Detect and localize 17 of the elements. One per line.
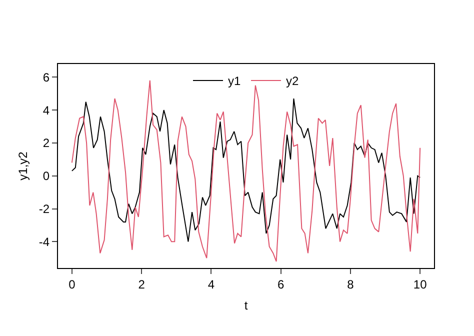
x-tick-label: 10 — [413, 277, 428, 292]
x-tick-label: 8 — [347, 277, 354, 292]
y-tick-label: 4 — [42, 103, 50, 118]
legend-label: y1 — [228, 74, 241, 88]
x-tick-label: 0 — [68, 277, 76, 292]
x-tick-label: 6 — [277, 277, 284, 292]
legend-label: y2 — [286, 74, 299, 88]
y-tick-label: 2 — [42, 136, 50, 150]
x-tick-label: 2 — [138, 277, 146, 292]
y-tick-label: -4 — [38, 234, 50, 249]
x-axis-title: t — [244, 298, 248, 312]
x-tick-label: 4 — [208, 277, 215, 292]
y-tick-label: 6 — [42, 70, 50, 84]
y-tick-label: -2 — [38, 202, 50, 216]
line-series — [71, 98, 421, 242]
y-tick-label: 0 — [42, 169, 50, 184]
y-axis-title: y1,y2 — [16, 151, 30, 180]
